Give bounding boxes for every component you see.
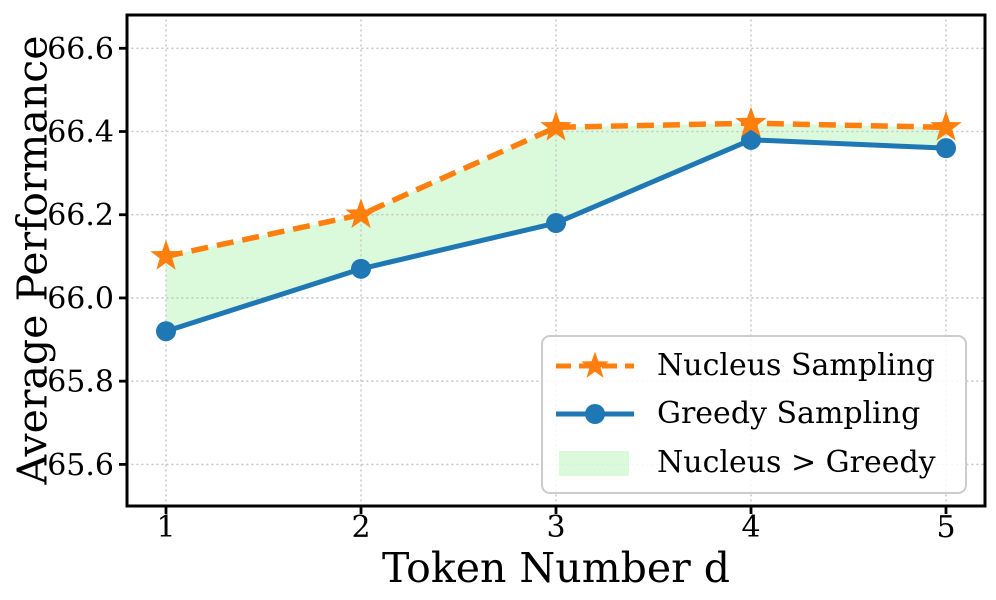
dashed-star-line-icon [556, 351, 634, 378]
greedy-sampling-marker [936, 138, 956, 159]
nucleus-sampling-marker [930, 110, 962, 141]
shaded-area-swatch-icon [559, 450, 629, 476]
x-tick-label: 3 [546, 510, 565, 545]
legend-label-nucleus-sampling: Nucleus Sampling [657, 348, 935, 384]
x-axis-title: Token Number d [382, 544, 730, 592]
legend-item-nucleus-sampling: Nucleus Sampling [553, 342, 955, 390]
y-tick-label: 66.2 [47, 198, 114, 233]
x-tick-label: 1 [156, 510, 175, 545]
greedy-sampling-marker [741, 129, 761, 150]
nucleus-sampling-marker [540, 110, 572, 141]
y-tick-label: 66.4 [47, 115, 114, 150]
legend-item-greedy-sampling: Greedy Sampling [553, 390, 955, 438]
x-tick-label: 2 [351, 510, 370, 545]
solid-circle-line-icon [556, 404, 634, 425]
y-tick-label: 65.6 [47, 448, 114, 483]
nucleus-sampling-marker [150, 239, 182, 270]
nucleus-sampling-line [165, 120, 947, 260]
x-tick-label: 4 [741, 510, 760, 545]
legend-label-greedy-sampling: Greedy Sampling [657, 396, 921, 432]
y-tick-label: 66.6 [47, 32, 114, 67]
greedy-sampling-marker [156, 321, 176, 342]
greedy-sampling-marker [351, 258, 371, 279]
x-tick-label: 5 [936, 510, 955, 545]
y-axis-title: Average Performance [8, 35, 57, 485]
legend-label-shaded-region: Nucleus > Greedy [657, 444, 936, 480]
legend-item-shaded-region: Nucleus > Greedy [553, 439, 955, 487]
y-tick-label: 65.8 [47, 365, 114, 400]
y-tick-label: 66.0 [47, 281, 114, 316]
greedy-sampling-marker [546, 213, 566, 234]
legend: Nucleus Sampling Greedy Sampling Nucleus… [541, 335, 967, 494]
nucleus-sampling-marker [735, 106, 767, 137]
nucleus-sampling-marker [345, 198, 377, 229]
